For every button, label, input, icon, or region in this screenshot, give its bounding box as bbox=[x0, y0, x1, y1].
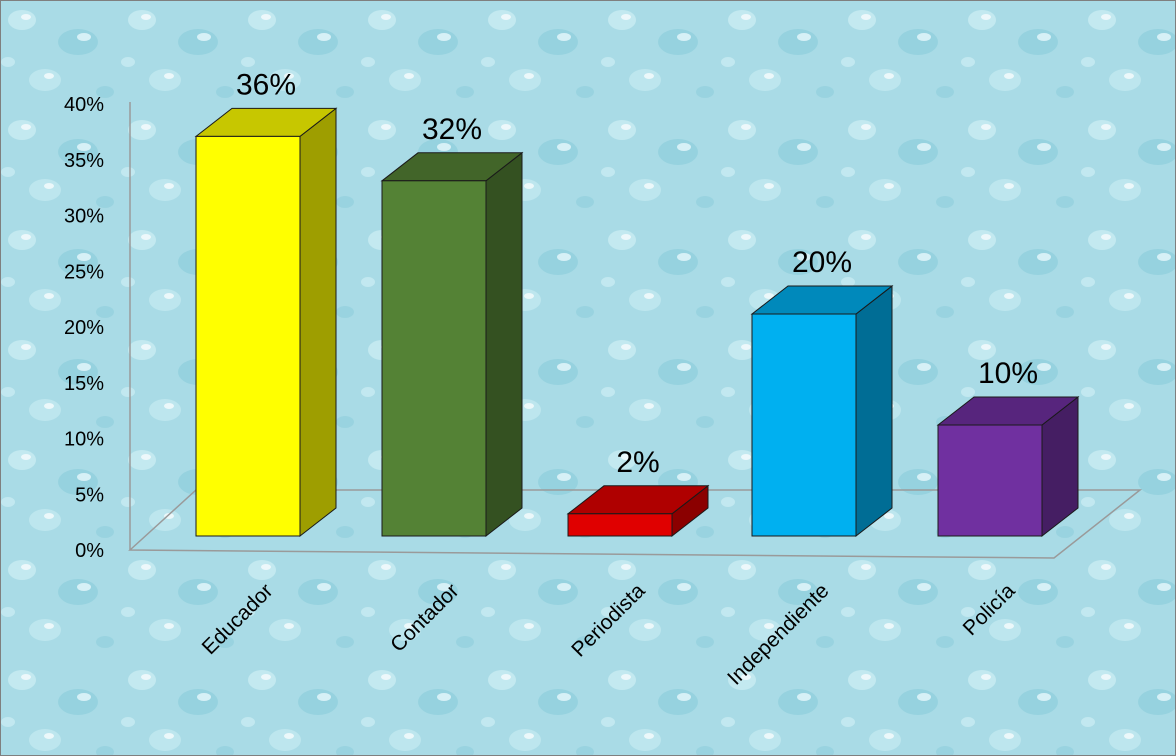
bar bbox=[936, 395, 1080, 538]
y-tick-label: 5% bbox=[75, 484, 104, 506]
y-tick-label: 35% bbox=[64, 150, 104, 172]
bar-side bbox=[485, 151, 523, 538]
y-tick-label: 30% bbox=[64, 206, 104, 228]
y-tick-label: 10% bbox=[64, 429, 104, 451]
bar-front bbox=[195, 135, 301, 537]
data-label: 2% bbox=[616, 446, 659, 479]
bar-side bbox=[299, 107, 337, 538]
bar-front bbox=[751, 313, 857, 537]
bar bbox=[194, 107, 338, 538]
bar bbox=[750, 284, 894, 538]
bars bbox=[194, 107, 1080, 538]
y-tick-label: 0% bbox=[75, 540, 104, 562]
floor-plane bbox=[128, 489, 1143, 559]
data-label: 32% bbox=[422, 113, 482, 146]
y-tick-label: 20% bbox=[64, 317, 104, 339]
bar bbox=[380, 151, 524, 538]
axes: 0% 5% 10% 15% 20% 25% 30% 35% 40% bbox=[64, 94, 1143, 562]
y-tick-label: 40% bbox=[64, 94, 104, 116]
bar-front bbox=[937, 424, 1043, 537]
y-tick-label: 15% bbox=[64, 373, 104, 395]
bar bbox=[566, 484, 710, 538]
y-tick-label: 25% bbox=[64, 261, 104, 283]
bar-front bbox=[567, 513, 673, 537]
data-label: 20% bbox=[792, 246, 852, 279]
bar-front bbox=[381, 180, 487, 537]
data-label: 36% bbox=[236, 68, 296, 101]
data-label: 10% bbox=[978, 357, 1038, 390]
bar-side bbox=[855, 284, 893, 538]
